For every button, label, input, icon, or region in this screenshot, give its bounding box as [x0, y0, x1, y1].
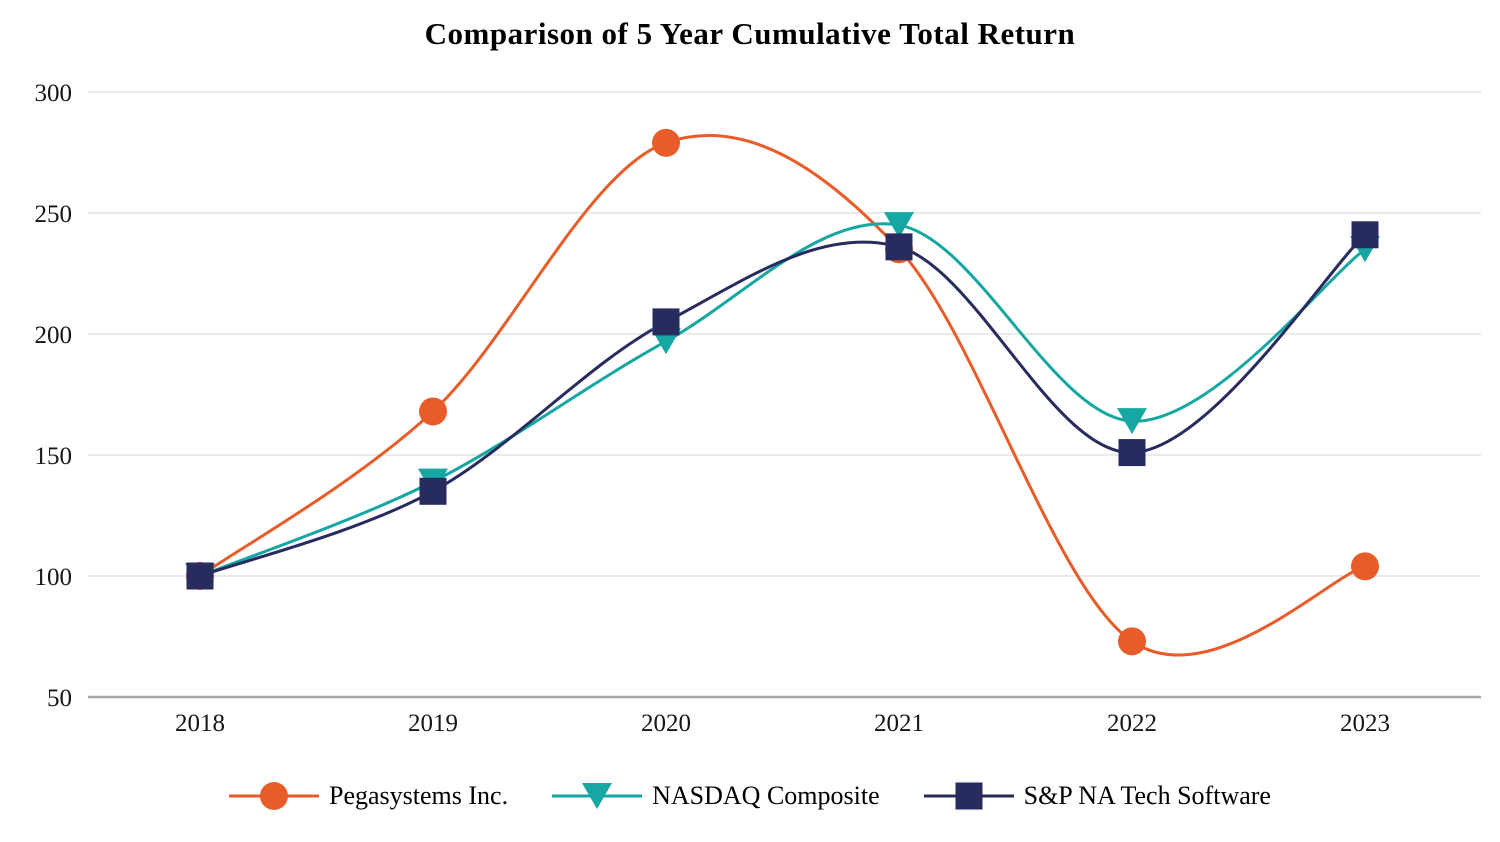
- y-tick-label: 250: [35, 201, 73, 228]
- series-line: [199, 222, 1366, 578]
- data-point-square: [1118, 439, 1146, 467]
- y-tick-label: 300: [35, 80, 73, 107]
- data-point-square: [419, 477, 447, 505]
- x-tick-label: 2021: [874, 710, 924, 737]
- legend-label: S&P NA Tech Software: [1023, 781, 1271, 810]
- y-tick-label: 100: [35, 564, 73, 591]
- data-point-square: [1351, 221, 1379, 249]
- data-point-circle: [1351, 552, 1379, 581]
- legend-label: Pegasystems Inc.: [329, 781, 509, 810]
- circle-marker-icon: [229, 782, 320, 810]
- x-tick-label: 2019: [408, 710, 458, 737]
- data-point-triangle: [1117, 408, 1147, 435]
- x-tick-label: 2018: [175, 710, 225, 737]
- y-tick-label: 50: [47, 685, 72, 712]
- data-point-circle: [652, 128, 680, 157]
- chart-legend: Pegasystems Inc. NASDAQ Composite S&P NA…: [0, 778, 1500, 814]
- data-point-circle: [419, 397, 447, 426]
- legend-item-pegasystems: Pegasystems Inc.: [229, 778, 508, 814]
- x-tick-label: 2022: [1107, 710, 1157, 737]
- data-point-square: [652, 308, 680, 336]
- y-tick-label: 150: [35, 443, 73, 470]
- legend-item-sp-tech: S&P NA Tech Software: [923, 778, 1271, 814]
- data-point-triangle: [884, 212, 914, 239]
- chart-title: Comparison of 5 Year Cumulative Total Re…: [424, 16, 1076, 51]
- y-tick-label: 200: [35, 322, 73, 349]
- triangle-marker-icon: [552, 783, 643, 809]
- legend-label: NASDAQ Composite: [652, 781, 880, 810]
- legend-item-nasdaq: NASDAQ Composite: [552, 778, 880, 814]
- square-marker-icon: [923, 782, 1014, 810]
- x-tick-label: 2023: [1340, 710, 1390, 737]
- x-tick-label: 2020: [641, 710, 691, 737]
- data-point-square: [885, 233, 913, 261]
- plot-area: 50 100 150 200 250 300 2018 2019 2020 2021 2022 202…: [35, 80, 1481, 737]
- data-point-square: [186, 562, 214, 590]
- data-point-circle: [1118, 627, 1146, 656]
- series-line: [199, 233, 1367, 578]
